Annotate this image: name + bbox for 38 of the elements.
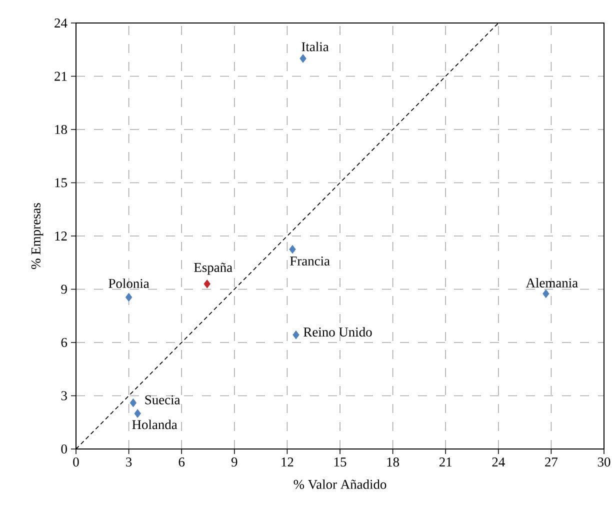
x-tick-label: 15 [334,458,346,467]
x-axis-title: % Valor Añadido [294,479,386,489]
x-tick-label: 9 [231,458,238,467]
x-tick-label: 12 [282,458,294,466]
annotation: Reino Unido [304,327,372,337]
x-tick-label: 18 [387,458,400,467]
annotation: Suecia [145,395,180,404]
y-tick-label: 0 [61,444,67,454]
y-tick-label: 24 [54,18,68,28]
annotation: España [194,262,232,275]
point [292,330,300,340]
x-tick-label: 21 [439,458,452,466]
annotation: Italia [302,42,329,52]
x-tick-label: 30 [598,458,610,467]
y-tick-label: 18 [55,124,67,134]
x-tick-label: 6 [178,458,185,467]
point [204,280,210,288]
annotation: Polonia [108,278,150,288]
y-tick-label: 9 [61,284,67,294]
point [134,409,141,418]
x-tick-label: 27 [545,458,558,466]
y-tick-label: 12 [55,232,67,240]
annotation: Francia [290,256,330,266]
point [289,244,296,254]
x-tick-label: 0 [73,458,79,467]
x-tick-label: 3 [126,458,132,467]
point [125,292,132,302]
y-tick-label: 15 [55,178,67,188]
annotation: Holanda [132,420,178,430]
x-tick-label: 24 [492,458,505,466]
point [542,289,550,298]
y-tick-label: 3 [61,391,67,400]
point [130,398,137,408]
y-tick-label: 21 [54,72,67,81]
point [300,54,306,63]
y-tick-label: 6 [61,338,68,348]
y-axis-title: % Empresas [31,203,44,269]
annotation: Alemania [526,278,578,288]
